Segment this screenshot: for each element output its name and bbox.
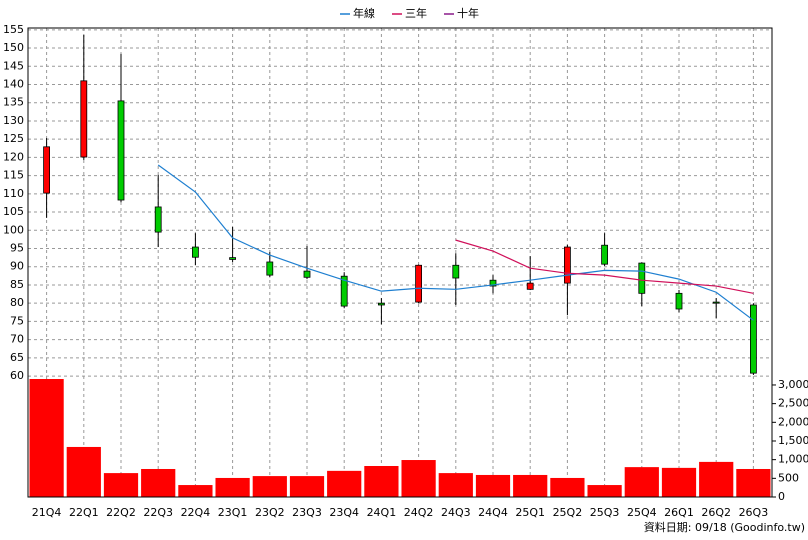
footer: 資料日期: 09/18 (Goodinfo.tw) — [644, 520, 805, 534]
x-tick-label: 24Q4 — [478, 506, 508, 519]
y-tick-label: 125 — [3, 132, 24, 145]
x-tick-label: 22Q2 — [106, 506, 136, 519]
volume-bar — [736, 468, 771, 497]
y2-tick-label: 2,000 — [778, 415, 808, 428]
x-tick-label: 25Q1 — [515, 506, 545, 519]
x-tick-label: 24Q2 — [404, 506, 434, 519]
x-tick-label: 22Q1 — [69, 506, 99, 519]
volume-bar — [661, 467, 697, 497]
candle-body — [191, 246, 199, 258]
candle-body — [712, 301, 720, 304]
y-tick-label: 110 — [3, 187, 24, 200]
x-tick-label: 26Q3 — [739, 506, 769, 519]
candle-body — [415, 264, 423, 303]
volume-bar — [327, 470, 362, 497]
plot-border — [27, 27, 773, 498]
volume-bar — [66, 446, 101, 497]
x-tick-label: 23Q2 — [255, 506, 285, 519]
candle-body — [80, 80, 88, 158]
y-tick-label: 100 — [3, 223, 24, 236]
volume-bar — [252, 476, 287, 497]
candle-body — [266, 261, 274, 276]
y-tick-label: 120 — [3, 150, 24, 163]
candle-body — [564, 246, 571, 284]
y-tick-label: 105 — [3, 205, 24, 218]
y2-tick-label: 1,000 — [778, 453, 808, 466]
average-line — [157, 164, 754, 321]
volume-bar — [178, 485, 213, 497]
candle-body — [117, 100, 125, 201]
volume-bar — [401, 460, 436, 497]
x-tick-label: 22Q4 — [181, 506, 211, 519]
candle-body — [601, 244, 608, 265]
candle-body — [638, 262, 646, 294]
x-tick-label: 24Q1 — [367, 506, 397, 519]
x-tick-label: 26Q2 — [701, 506, 731, 519]
y-tick-label: 60 — [10, 369, 24, 382]
x-tick-label: 23Q3 — [292, 506, 322, 519]
x-tick-label: 21Q4 — [32, 506, 62, 519]
volume-bar — [103, 473, 139, 497]
x-tick-label: 23Q4 — [329, 506, 359, 519]
volume-bar — [550, 477, 585, 497]
candle-body — [377, 302, 385, 306]
volume-bar — [215, 477, 250, 497]
y-tick-label: 75 — [10, 314, 24, 327]
y2-tick-label: 2,500 — [778, 397, 808, 410]
y2-tick-label: 3,000 — [778, 378, 808, 391]
x-tick-label: 24Q3 — [441, 506, 471, 519]
volume-bar — [513, 474, 548, 497]
y-tick-label: 130 — [3, 114, 24, 127]
candle-body — [452, 264, 460, 279]
candle-body — [43, 146, 50, 194]
volume-bar — [699, 461, 734, 497]
candle-body — [526, 282, 534, 290]
y-tick-label: 80 — [10, 296, 24, 309]
y-tick-label: 135 — [3, 96, 24, 109]
x-tick-label: 22Q3 — [143, 506, 173, 519]
y2-tick-label: 0 — [778, 490, 785, 503]
candle-body — [489, 279, 497, 287]
x-tick-label: 23Q1 — [218, 506, 248, 519]
volume-bar — [141, 468, 176, 497]
volume-bar — [624, 467, 659, 497]
x-tick-label: 25Q4 — [627, 506, 657, 519]
volume-bar — [289, 476, 325, 497]
y-tick-label: 145 — [3, 59, 24, 72]
y-tick-label: 70 — [10, 333, 24, 346]
candle-body — [303, 270, 311, 278]
volume-bar — [475, 474, 511, 497]
candle-body — [340, 275, 348, 307]
y2-tick-label: 1,500 — [778, 434, 808, 447]
x-tick-label: 26Q1 — [664, 506, 694, 519]
y-tick-label: 150 — [3, 41, 24, 54]
y-tick-label: 115 — [3, 169, 24, 182]
legend-label: 年線 — [353, 6, 375, 20]
volume-bar — [364, 466, 399, 497]
candle-body — [675, 292, 683, 310]
y-tick-label: 65 — [10, 351, 24, 364]
candle-body — [750, 304, 757, 374]
legend-label: 三年 — [405, 6, 427, 20]
candle-body — [154, 206, 162, 233]
x-tick-label: 25Q3 — [590, 506, 620, 519]
x-tick-label: 25Q2 — [553, 506, 583, 519]
y-tick-label: 155 — [3, 23, 24, 36]
y-tick-label: 95 — [10, 242, 24, 255]
volume-bar — [587, 485, 622, 497]
y-tick-label: 85 — [10, 278, 24, 291]
volume-bar — [29, 378, 64, 497]
y-tick-label: 140 — [3, 77, 24, 90]
average-line — [455, 239, 754, 294]
candle-body — [229, 257, 237, 260]
y-tick-label: 90 — [10, 260, 24, 273]
y2-tick-label: 500 — [778, 471, 799, 484]
volume-bar — [438, 473, 473, 497]
legend-label: 十年 — [457, 6, 479, 20]
